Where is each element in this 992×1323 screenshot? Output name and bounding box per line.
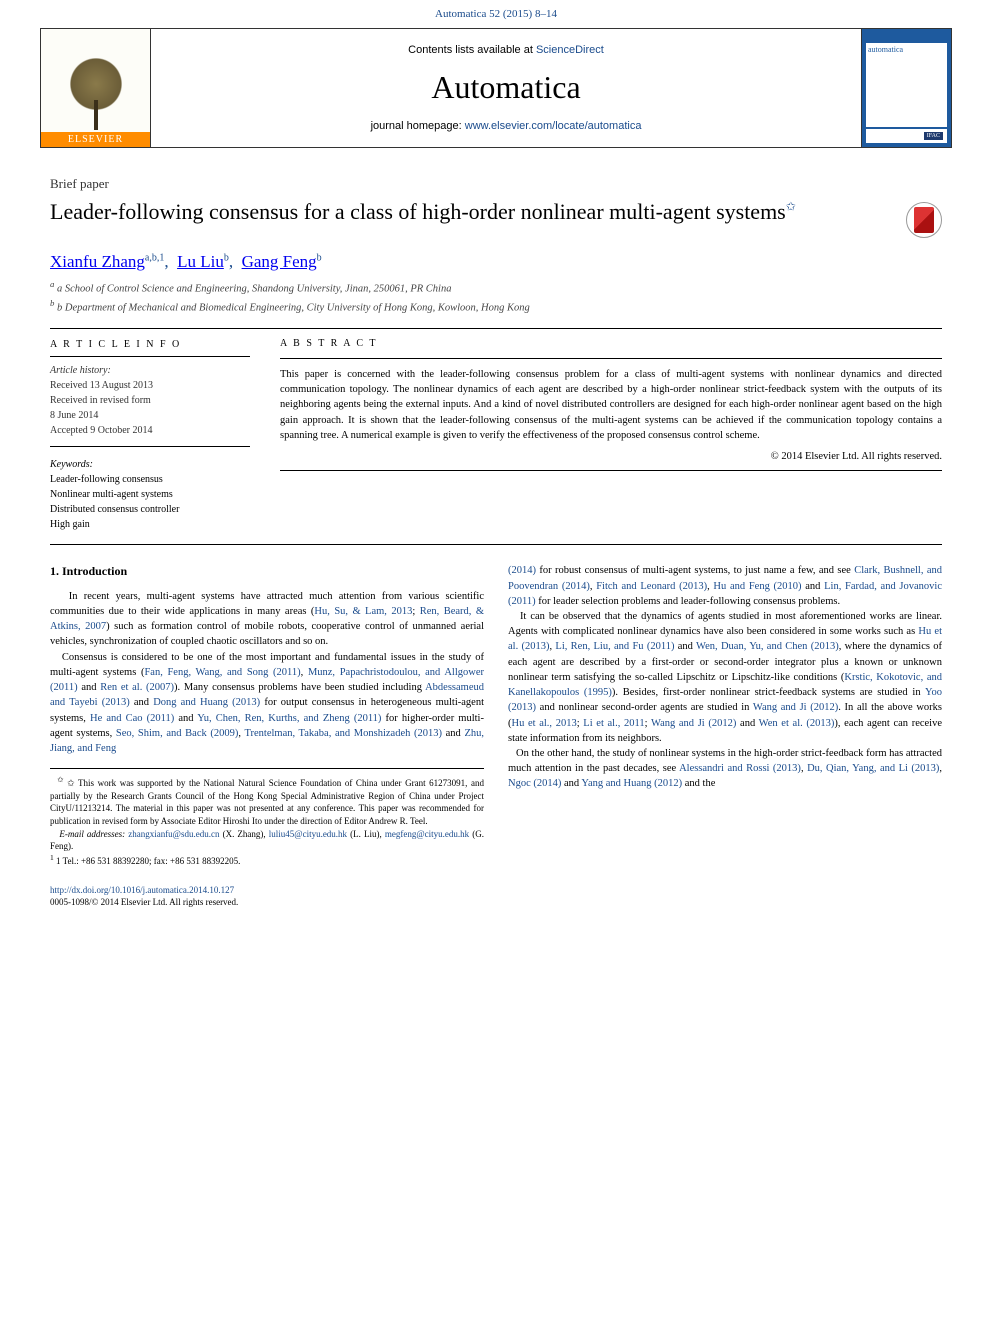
- intro-p2-cont: (2014) for robust consensus of multi-age…: [508, 563, 942, 609]
- keyword-1: Nonlinear multi-agent systems: [50, 487, 250, 502]
- author-3[interactable]: Gang Feng: [242, 252, 317, 271]
- article-info-heading: A R T I C L E I N F O: [50, 337, 250, 352]
- intro-p2: Consensus is considered to be one of the…: [50, 650, 484, 757]
- header-center: Contents lists available at ScienceDirec…: [151, 29, 861, 147]
- intro-p4: On the other hand, the study of nonlinea…: [508, 746, 942, 792]
- abstract: A B S T R A C T This paper is concerned …: [280, 329, 942, 532]
- title-footnote-marker: ✩: [786, 200, 796, 214]
- brief-paper-label: Brief paper: [50, 176, 942, 192]
- footnotes: ✩ ✩ This work was supported by the Natio…: [50, 768, 484, 867]
- abstract-text: This paper is concerned with the leader-…: [280, 367, 942, 443]
- cover-ifac-badge: IFAC: [924, 132, 943, 140]
- elsevier-tree-icon: [56, 52, 136, 132]
- author-2-sup: b: [224, 252, 229, 263]
- homepage-link[interactable]: www.elsevier.com/locate/automatica: [465, 120, 642, 132]
- email-1[interactable]: zhangxianfu@sdu.edu.cn: [128, 829, 219, 839]
- ref-wen-2013b[interactable]: Wen et al. (2013): [759, 718, 835, 729]
- affiliation-b: b b Department of Mechanical and Biomedi…: [50, 297, 942, 316]
- column-right: (2014) for robust consensus of multi-age…: [508, 563, 942, 867]
- ref-yang-2012[interactable]: Yang and Huang (2012): [581, 778, 682, 789]
- ref-hu-2013[interactable]: Hu, Su, & Lam, 2013: [314, 606, 412, 617]
- section-heading: 1. Introduction: [50, 563, 484, 580]
- author-1-sup: a,b,1: [145, 252, 164, 263]
- affiliation-a: a a School of Control Science and Engine…: [50, 278, 942, 297]
- contents-line: Contents lists available at ScienceDirec…: [151, 44, 861, 56]
- history-2: 8 June 2014: [50, 408, 250, 423]
- abstract-heading: A B S T R A C T: [280, 337, 942, 352]
- history-3: Accepted 9 October 2014: [50, 423, 250, 438]
- journal-cover: automatica IFAC: [861, 29, 951, 147]
- affiliations: a a School of Control Science and Engine…: [50, 278, 942, 316]
- author-2[interactable]: Lu Liu: [177, 252, 224, 271]
- paper-title: Leader-following consensus for a class o…: [50, 198, 894, 226]
- ref-dong-2013[interactable]: Dong and Huang (2013): [153, 697, 260, 708]
- elsevier-label: ELSEVIER: [41, 132, 150, 147]
- cover-title: automatica: [868, 45, 945, 54]
- title-text: Leader-following consensus for a class o…: [50, 199, 786, 224]
- ref-hu-2013c[interactable]: Hu et al., 2013: [512, 718, 577, 729]
- ref-fitch-2013[interactable]: Fitch and Leonard (2013): [596, 581, 707, 592]
- ref-zhu-2014[interactable]: (2014): [508, 565, 536, 576]
- history-1: Received in revised form: [50, 393, 250, 408]
- ref-wang-2012[interactable]: Wang and Ji (2012): [753, 702, 838, 713]
- authors: Xianfu Zhanga,b,1, Lu Liub, Gang Fengb: [50, 252, 942, 272]
- ref-trentelman-2013[interactable]: Trentelman, Takaba, and Monshizadeh (201…: [244, 728, 442, 739]
- history-0: Received 13 August 2013: [50, 378, 250, 393]
- ref-ren-2007b[interactable]: Ren et al. (2007): [100, 682, 174, 693]
- ref-li-2011b[interactable]: Li et al., 2011: [583, 718, 644, 729]
- ref-wen-2013[interactable]: Wen, Duan, Yu, and Chen (2013): [696, 641, 839, 652]
- keyword-3: High gain: [50, 517, 250, 532]
- ref-hu-2010[interactable]: Hu and Feng (2010): [713, 581, 801, 592]
- author-3-sup: b: [317, 252, 322, 263]
- doi-copyright: 0005-1098/© 2014 Elsevier Ltd. All right…: [50, 897, 238, 907]
- footnote-star: ✩ ✩ This work was supported by the Natio…: [50, 775, 484, 827]
- email-2[interactable]: luliu45@cityu.edu.hk: [269, 829, 347, 839]
- ref-wang-2012b[interactable]: Wang and Ji (2012): [651, 718, 736, 729]
- ref-seo-2009[interactable]: Seo, Shim, and Back (2009): [116, 728, 238, 739]
- keywords-label: Keywords:: [50, 457, 250, 472]
- history-label: Article history:: [50, 363, 250, 378]
- ref-du-2013[interactable]: Du, Qian, Yang, and Li (2013): [807, 763, 939, 774]
- doi-link[interactable]: http://dx.doi.org/10.1016/j.automatica.2…: [50, 885, 234, 895]
- email-3[interactable]: megfeng@cityu.edu.hk: [385, 829, 469, 839]
- header-citation: Automatica 52 (2015) 8–14: [0, 0, 992, 24]
- crossmark-icon[interactable]: [906, 202, 942, 238]
- column-left: 1. Introduction In recent years, multi-a…: [50, 563, 484, 867]
- ref-ngoc-2014[interactable]: Ngoc (2014): [508, 778, 561, 789]
- sciencedirect-link[interactable]: ScienceDirect: [536, 44, 604, 56]
- ref-fan-2011[interactable]: Fan, Feng, Wang, and Song (2011): [144, 667, 300, 678]
- copyright: © 2014 Elsevier Ltd. All rights reserved…: [280, 449, 942, 464]
- author-1[interactable]: Xianfu Zhang: [50, 252, 145, 271]
- homepage-prefix: journal homepage:: [371, 120, 465, 132]
- keyword-0: Leader-following consensus: [50, 472, 250, 487]
- homepage-line: journal homepage: www.elsevier.com/locat…: [151, 120, 861, 132]
- journal-name: Automatica: [151, 69, 861, 106]
- keyword-2: Distributed consensus controller: [50, 502, 250, 517]
- ref-yu-2011[interactable]: Yu, Chen, Ren, Kurths, and Zheng (2011): [197, 713, 381, 724]
- intro-p3: It can be observed that the dynamics of …: [508, 609, 942, 746]
- doi-block: http://dx.doi.org/10.1016/j.automatica.2…: [50, 885, 942, 908]
- article-info: A R T I C L E I N F O Article history: R…: [50, 329, 250, 532]
- ref-he-2011[interactable]: He and Cao (2011): [90, 713, 174, 724]
- ref-alessandri-2013[interactable]: Alessandri and Rossi (2013): [679, 763, 801, 774]
- footnote-emails: E-mail addresses: zhangxianfu@sdu.edu.cn…: [50, 828, 484, 853]
- intro-p1: In recent years, multi-agent systems hav…: [50, 589, 484, 650]
- journal-header: ELSEVIER Contents lists available at Sci…: [40, 28, 952, 148]
- footnote-tel: 1 1 Tel.: +86 531 88392280; fax: +86 531…: [50, 853, 484, 868]
- elsevier-logo: ELSEVIER: [41, 29, 151, 147]
- ref-li-2011[interactable]: Li, Ren, Liu, and Fu (2011): [555, 641, 674, 652]
- contents-prefix: Contents lists available at: [408, 44, 536, 56]
